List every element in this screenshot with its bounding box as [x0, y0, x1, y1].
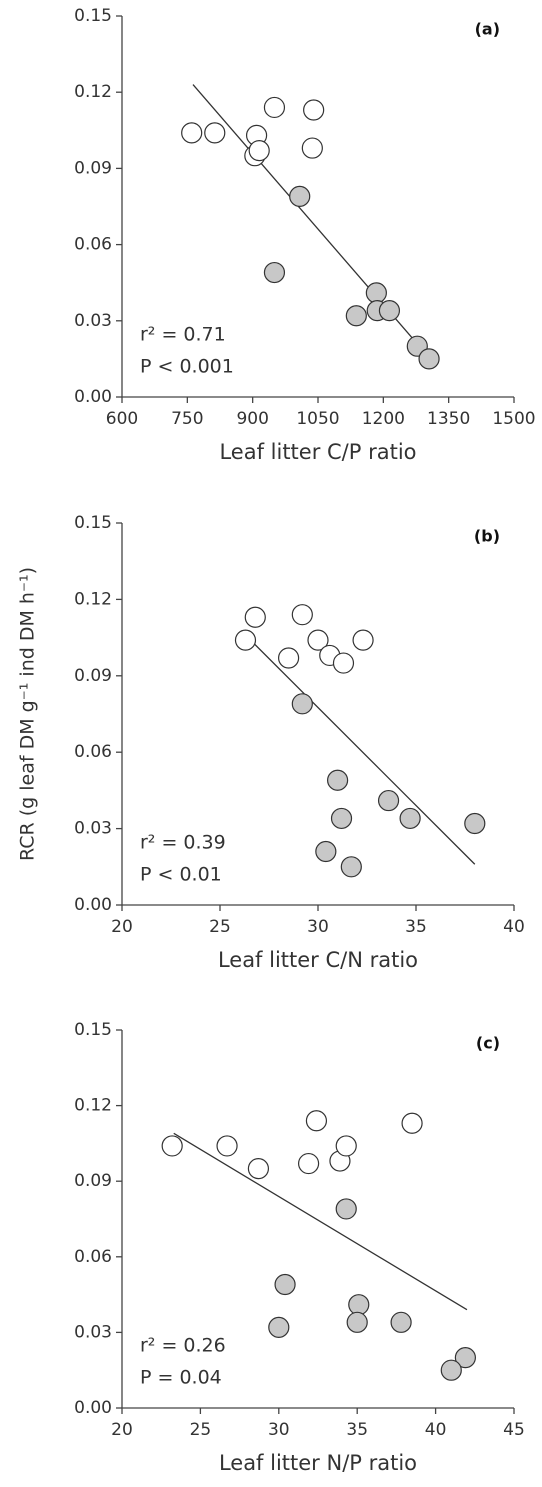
point: [268, 1316, 290, 1338]
point: [418, 348, 440, 370]
point: [454, 1346, 476, 1369]
point: [248, 140, 270, 162]
x-tick-label: 30: [268, 1420, 290, 1440]
point: [244, 606, 266, 628]
x-tick-label: 35: [346, 1420, 368, 1440]
annotation: P < 0.01: [140, 864, 222, 886]
point: [315, 840, 337, 863]
point: [289, 185, 311, 207]
point: [352, 629, 374, 651]
annotation: r² = 0.39: [140, 832, 226, 854]
y-tick-label: 0.03: [74, 819, 112, 839]
point: [161, 1135, 183, 1157]
y-tick-label: 0.03: [74, 1322, 112, 1342]
point: [234, 629, 257, 651]
panel-label: (c): [476, 1034, 500, 1053]
x-tick-label: 35: [405, 917, 427, 937]
point: [399, 807, 421, 830]
y-tick-label: 0.00: [74, 895, 112, 915]
x-tick-label: 900: [236, 409, 268, 429]
y-axis-label: RCR (g leaf DM g⁻¹ ind DM h⁻¹): [17, 567, 39, 861]
point: [377, 789, 400, 812]
x-axis-label: Leaf litter C/N ratio: [218, 948, 418, 972]
point: [216, 1135, 238, 1157]
point: [340, 856, 362, 878]
point: [346, 1311, 368, 1333]
point: [330, 807, 353, 830]
point: [297, 1152, 320, 1175]
y-tick-label: 0.15: [74, 513, 112, 533]
y-tick-label: 0.06: [74, 235, 112, 255]
panel-label: (a): [475, 20, 500, 39]
point: [464, 812, 486, 835]
trend-line: [173, 1132, 468, 1311]
point: [278, 647, 300, 669]
y-tick-label: 0.12: [74, 589, 112, 609]
point: [440, 1359, 462, 1381]
x-tick-label: 25: [209, 917, 231, 937]
x-tick-label: 600: [106, 409, 138, 429]
y-tick-label: 0.09: [74, 158, 112, 178]
y-tick-label: 0.06: [74, 742, 112, 762]
x-tick-label: 20: [111, 1420, 133, 1440]
point: [291, 604, 313, 626]
y-tick-label: 0.12: [74, 1096, 112, 1116]
point: [181, 122, 203, 144]
point: [303, 99, 325, 121]
point: [348, 1294, 370, 1316]
point: [305, 1110, 328, 1132]
y-tick-label: 0.15: [74, 6, 112, 26]
x-tick-label: 750: [171, 409, 203, 429]
x-tick-label: 40: [503, 917, 525, 937]
y-tick-label: 0.09: [74, 1171, 112, 1191]
x-tick-label: 1200: [362, 409, 405, 429]
point: [390, 1311, 412, 1333]
y-tick-label: 0.09: [74, 666, 112, 686]
trend-line: [245, 634, 476, 865]
x-tick-label: 25: [190, 1420, 212, 1440]
point: [335, 1135, 357, 1157]
x-tick-label: 1500: [492, 409, 535, 429]
panel-label: (b): [474, 527, 500, 546]
point: [345, 305, 367, 327]
point: [327, 769, 349, 791]
x-tick-label: 45: [503, 1420, 525, 1440]
y-tick-label: 0.12: [74, 82, 112, 102]
point: [332, 652, 355, 674]
x-tick-label: 40: [425, 1420, 447, 1440]
annotation: r² = 0.26: [140, 1335, 226, 1357]
y-tick-label: 0.06: [74, 1247, 112, 1267]
point: [301, 137, 323, 159]
x-tick-label: 30: [307, 917, 329, 937]
x-tick-label: 1050: [296, 409, 339, 429]
y-tick-label: 0.00: [74, 1398, 112, 1418]
point: [335, 1198, 357, 1220]
point: [307, 629, 329, 651]
point: [291, 693, 313, 715]
annotation: P < 0.001: [140, 356, 234, 378]
x-axis-label: Leaf litter N/P ratio: [219, 1451, 417, 1475]
point: [378, 300, 401, 322]
point: [365, 282, 387, 304]
annotation: r² = 0.71: [140, 324, 226, 346]
point: [274, 1273, 296, 1296]
y-tick-label: 0.15: [74, 1020, 112, 1040]
point: [247, 1157, 270, 1180]
x-axis-label: Leaf litter C/P ratio: [219, 440, 416, 464]
point: [263, 96, 286, 119]
x-tick-label: 1350: [427, 409, 470, 429]
point: [263, 261, 286, 284]
y-tick-label: 0.00: [74, 387, 112, 407]
x-tick-label: 20: [111, 917, 133, 937]
point: [204, 122, 226, 144]
point: [401, 1112, 423, 1134]
annotation: P = 0.04: [140, 1367, 222, 1389]
y-tick-label: 0.03: [74, 311, 112, 331]
